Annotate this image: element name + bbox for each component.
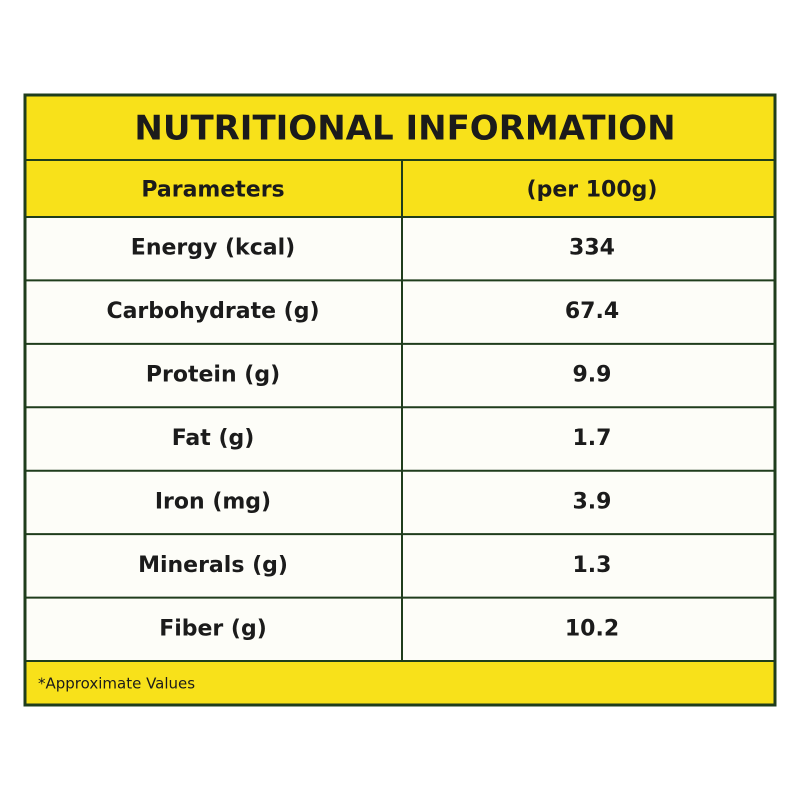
value-cell: 3.9 [573,489,612,514]
footnote-band [26,661,774,704]
value-cell: 1.3 [573,553,612,578]
value-cell: 67.4 [565,299,619,324]
header-cell: (per 100g) [527,178,658,203]
parameter-cell: Iron (mg) [155,489,271,514]
parameter-cell: Energy (kcal) [131,236,295,261]
value-cell: 1.7 [573,426,612,451]
value-cell: 334 [569,236,615,261]
parameter-cell: Carbohydrate (g) [106,299,319,324]
parameter-cell: Minerals (g) [138,553,288,578]
header-cell: Parameters [141,178,284,203]
title-band [26,96,774,217]
parameter-cell: Fat (g) [172,426,255,451]
value-cell: 10.2 [565,616,619,641]
footnote: *Approximate Values [38,675,195,693]
title: NUTRITIONAL INFORMATION [134,109,675,149]
parameter-cell: Fiber (g) [159,616,267,641]
value-cell: 9.9 [573,363,612,388]
parameter-cell: Protein (g) [146,363,280,388]
